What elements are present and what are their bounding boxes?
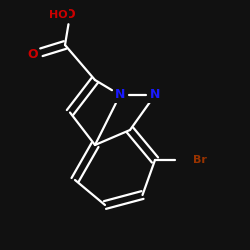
Text: Br: Br (192, 155, 206, 165)
Text: N: N (115, 88, 125, 102)
Text: O: O (27, 48, 38, 62)
Text: N: N (150, 88, 160, 102)
Text: O: O (65, 8, 75, 22)
Text: HO: HO (49, 10, 68, 20)
